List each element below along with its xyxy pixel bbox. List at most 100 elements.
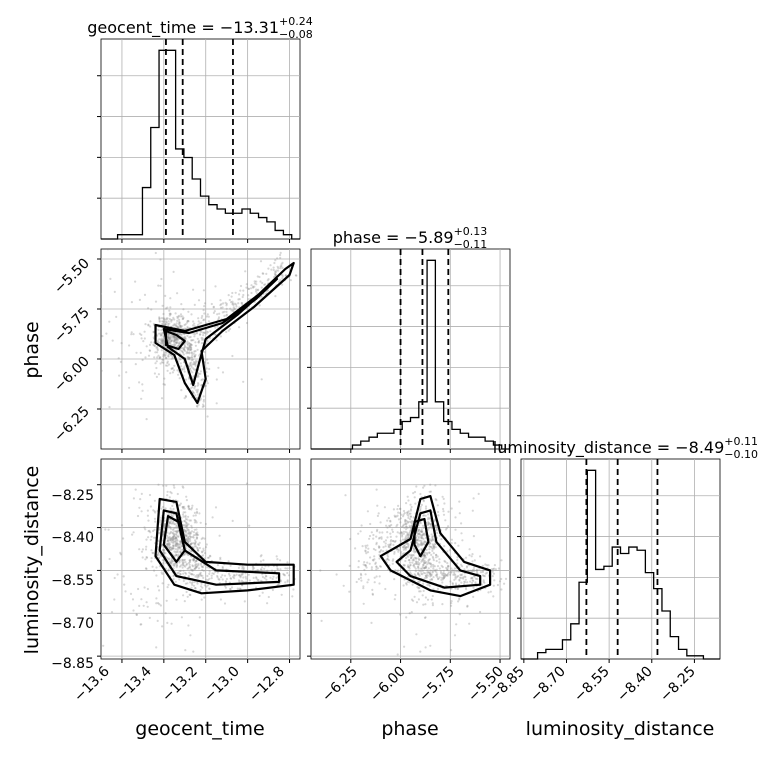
- scatter-point: [218, 534, 221, 537]
- scatter-point: [124, 590, 127, 593]
- scatter-point: [430, 553, 433, 557]
- scatter-point: [453, 567, 456, 570]
- scatter-point: [147, 536, 150, 539]
- scatter-point: [239, 284, 243, 288]
- scatter-point: [420, 531, 424, 534]
- scatter-point: [181, 485, 184, 488]
- scatter-point: [408, 612, 411, 615]
- scatter-point: [194, 563, 197, 566]
- scatter-point: [458, 512, 461, 515]
- scatter-point: [160, 544, 164, 547]
- scatter-point: [170, 339, 173, 342]
- scatter-point: [422, 514, 425, 517]
- scatter-point: [122, 575, 125, 578]
- scatter-point: [419, 590, 422, 593]
- scatter-point: [174, 562, 177, 565]
- scatter-point: [195, 563, 198, 566]
- scatter-point: [224, 301, 227, 304]
- scatter-point: [203, 331, 206, 334]
- scatter-point: [415, 561, 418, 564]
- scatter-point: [372, 547, 375, 551]
- scatter-point: [227, 294, 230, 297]
- scatter-point: [185, 525, 188, 528]
- scatter-point: [153, 569, 156, 572]
- scatter-point: [241, 567, 244, 570]
- scatter-point: [185, 538, 188, 541]
- scatter-point: [463, 568, 466, 571]
- scatter-point: [193, 322, 196, 325]
- scatter-point: [394, 569, 397, 572]
- scatter-point: [440, 576, 444, 579]
- scatter-point: [364, 544, 367, 548]
- scatter-point: [399, 517, 402, 520]
- scatter-point: [470, 555, 473, 558]
- scatter-point: [447, 525, 450, 528]
- scatter-point: [355, 580, 358, 584]
- scatter-point: [153, 536, 156, 539]
- x-tick-label: −8.25: [657, 664, 699, 706]
- scatter-point: [171, 537, 174, 540]
- scatter-point: [151, 565, 154, 568]
- x-tick-marks: [121, 449, 291, 453]
- scatter-point: [176, 527, 179, 530]
- scatter-point: [198, 333, 202, 336]
- scatter-point: [421, 543, 424, 546]
- scatter-point: [387, 545, 390, 549]
- scatter-point: [145, 567, 148, 571]
- scatter-point: [373, 555, 376, 558]
- scatter-point: [167, 339, 170, 342]
- scatter-point: [161, 625, 164, 628]
- scatter-point: [424, 505, 428, 508]
- scatter-point: [427, 513, 430, 516]
- scatter-point: [277, 267, 280, 270]
- scatter-point: [191, 569, 194, 572]
- scatter-point: [363, 561, 366, 564]
- scatter-point: [460, 522, 463, 525]
- scatter-point: [203, 312, 206, 315]
- scatter-point: [175, 564, 178, 567]
- scatter-point: [174, 580, 177, 583]
- scatter-point: [176, 325, 179, 328]
- scatter-point: [235, 573, 238, 576]
- scatter-point: [192, 339, 195, 342]
- scatter-point: [183, 564, 186, 567]
- scatter-point: [402, 545, 405, 549]
- scatter-point: [175, 524, 178, 528]
- scatter-point: [150, 557, 153, 560]
- scatter-point: [403, 538, 406, 542]
- scatter-point: [185, 352, 188, 355]
- scatter-point: [182, 346, 186, 349]
- scatter-point: [178, 546, 181, 549]
- scatter-point: [187, 310, 190, 313]
- scatter-point: [195, 559, 198, 563]
- scatter-point: [195, 559, 198, 563]
- scatter-point: [195, 536, 198, 539]
- scatter-point: [500, 559, 503, 562]
- scatter-point: [161, 320, 164, 323]
- scatter-point: [422, 526, 425, 530]
- scatter-point: [464, 578, 467, 581]
- scatter-point: [189, 382, 192, 385]
- scatter-point: [174, 539, 177, 543]
- scatter-point: [407, 544, 410, 548]
- scatter-point: [414, 550, 417, 553]
- scatter-point: [421, 537, 424, 540]
- scatter-point: [410, 557, 413, 560]
- scatter-point: [111, 339, 114, 342]
- scatter-point: [183, 519, 186, 523]
- scatter-point: [145, 345, 148, 348]
- scatter-point: [168, 547, 171, 551]
- scatter-point: [428, 583, 431, 586]
- scatter-point: [433, 543, 437, 546]
- scatter-point: [162, 549, 165, 552]
- scatter-point: [375, 488, 378, 491]
- scatter-point: [423, 556, 426, 559]
- scatter-point: [202, 569, 205, 572]
- scatter-point: [190, 536, 193, 539]
- scatter-point: [241, 573, 244, 576]
- scatter-point: [162, 383, 165, 386]
- scatter-point: [221, 578, 224, 581]
- scatter-point: [166, 540, 169, 543]
- quantile-lines-geocent-time: [165, 39, 234, 239]
- scatter-point: [484, 572, 487, 575]
